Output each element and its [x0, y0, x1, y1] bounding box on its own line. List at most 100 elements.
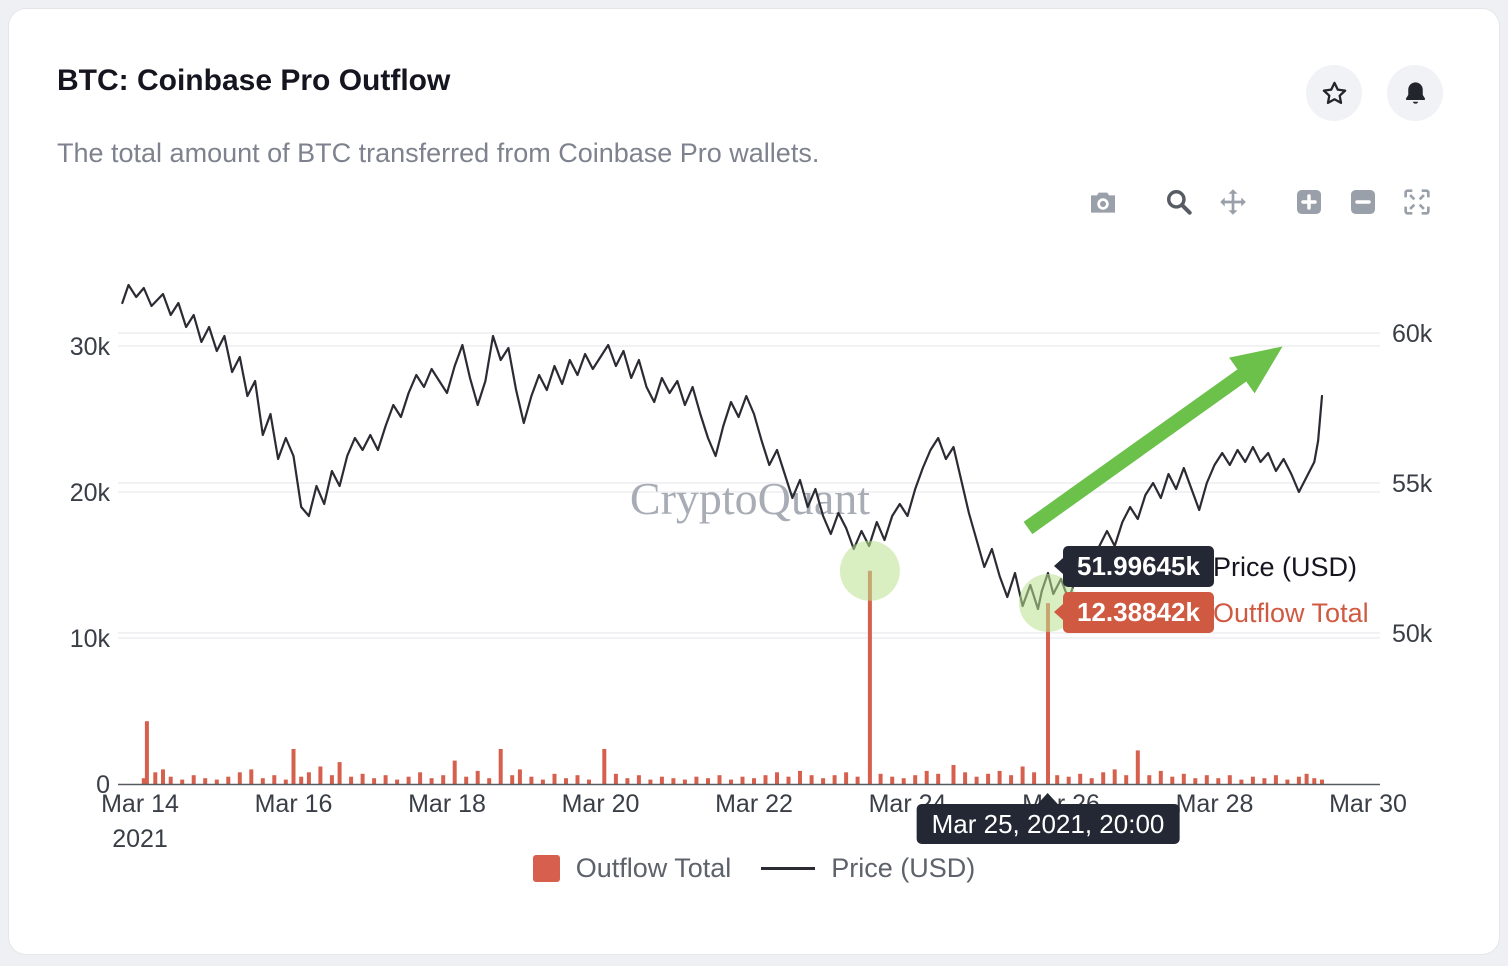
outflow-bar[interactable]: [752, 778, 756, 784]
outflow-bar[interactable]: [648, 779, 653, 784]
autoscale-button[interactable]: [1401, 186, 1433, 218]
outflow-bar[interactable]: [168, 776, 173, 784]
outflow-bar[interactable]: [360, 773, 365, 784]
outflow-bar[interactable]: [1101, 772, 1106, 784]
outflow-bar[interactable]: [867, 570, 872, 784]
alerts-button[interactable]: [1387, 65, 1443, 121]
outflow-bar[interactable]: [564, 778, 568, 784]
outflow-bar[interactable]: [706, 778, 710, 784]
outflow-bar[interactable]: [844, 772, 849, 784]
outflow-bar[interactable]: [395, 779, 400, 784]
outflow-bar[interactable]: [249, 769, 254, 784]
outflow-bar[interactable]: [487, 778, 492, 784]
outflow-bar[interactable]: [775, 772, 779, 784]
legend-item-price[interactable]: Price (USD): [761, 853, 975, 884]
outflow-bar[interactable]: [1020, 766, 1025, 785]
outflow-bar[interactable]: [1273, 775, 1278, 784]
outflow-bar[interactable]: [1066, 776, 1071, 784]
outflow-bar[interactable]: [383, 775, 388, 784]
outflow-bar[interactable]: [890, 776, 895, 784]
outflow-bar[interactable]: [1193, 778, 1198, 784]
outflow-bar[interactable]: [299, 776, 304, 784]
outflow-bar[interactable]: [329, 775, 334, 784]
outflow-bar[interactable]: [418, 772, 423, 784]
zoom-mode-button[interactable]: [1163, 186, 1195, 218]
outflow-bar[interactable]: [1320, 779, 1324, 784]
outflow-bar[interactable]: [798, 770, 802, 784]
outflow-bar[interactable]: [498, 749, 503, 784]
outflow-bar[interactable]: [1135, 750, 1140, 784]
outflow-bar[interactable]: [283, 779, 288, 784]
outflow-bar[interactable]: [832, 775, 837, 784]
outflow-bar[interactable]: [1170, 776, 1175, 784]
zoom-in-button[interactable]: [1293, 186, 1325, 218]
outflow-bar[interactable]: [306, 772, 311, 784]
outflow-bar[interactable]: [1009, 775, 1014, 784]
outflow-bar[interactable]: [153, 772, 158, 784]
outflow-bar[interactable]: [1032, 772, 1037, 784]
outflow-bar[interactable]: [1089, 778, 1094, 784]
outflow-bar[interactable]: [575, 775, 580, 784]
outflow-bar[interactable]: [986, 773, 991, 784]
outflow-bar[interactable]: [924, 770, 929, 784]
outflow-bar[interactable]: [625, 778, 630, 784]
outflow-bar[interactable]: [191, 775, 196, 784]
outflow-bar[interactable]: [671, 778, 676, 784]
outflow-bar[interactable]: [203, 778, 208, 784]
outflow-bar[interactable]: [337, 762, 342, 784]
outflow-bar[interactable]: [1296, 776, 1301, 784]
outflow-bar[interactable]: [963, 772, 968, 784]
outflow-bar[interactable]: [144, 721, 149, 784]
outflow-bar[interactable]: [429, 778, 434, 784]
price-line[interactable]: [121, 283, 1324, 611]
outflow-bar[interactable]: [260, 778, 265, 784]
outflow-bar[interactable]: [1250, 776, 1255, 784]
outflow-bar[interactable]: [180, 779, 185, 784]
outflow-bar[interactable]: [441, 775, 446, 784]
outflow-bar[interactable]: [552, 773, 557, 784]
outflow-bar[interactable]: [682, 779, 687, 784]
outflow-bar[interactable]: [602, 749, 607, 784]
outflow-bar[interactable]: [717, 775, 722, 784]
outflow-bar[interactable]: [855, 776, 860, 784]
outflow-bar[interactable]: [510, 775, 515, 784]
outflow-bar[interactable]: [1046, 603, 1050, 784]
outflow-bar[interactable]: [475, 770, 480, 784]
outflow-bar[interactable]: [1304, 773, 1309, 784]
outflow-bar[interactable]: [1262, 778, 1267, 784]
outflow-bar[interactable]: [452, 760, 457, 784]
outflow-bar[interactable]: [318, 766, 323, 785]
outflow-bar[interactable]: [1078, 773, 1083, 784]
outflow-bar[interactable]: [587, 779, 591, 784]
outflow-bar[interactable]: [406, 776, 411, 784]
outflow-bar[interactable]: [1124, 775, 1129, 784]
outflow-bar[interactable]: [694, 776, 699, 784]
outflow-bar[interactable]: [1147, 775, 1152, 784]
outflow-bar[interactable]: [1181, 773, 1186, 784]
outflow-bar[interactable]: [226, 776, 231, 784]
outflow-bar[interactable]: [214, 779, 219, 784]
outflow-bar[interactable]: [291, 749, 296, 784]
outflow-bar[interactable]: [1285, 779, 1290, 784]
outflow-bar[interactable]: [913, 775, 918, 784]
outflow-bar[interactable]: [659, 776, 664, 784]
outflow-bar[interactable]: [936, 773, 941, 784]
outflow-bar[interactable]: [809, 775, 814, 784]
outflow-bar[interactable]: [821, 778, 826, 784]
zoom-out-button[interactable]: [1347, 186, 1379, 218]
outflow-bar[interactable]: [1312, 778, 1317, 784]
outflow-bar[interactable]: [464, 776, 469, 784]
outflow-bar[interactable]: [372, 778, 377, 784]
outflow-bar[interactable]: [237, 772, 242, 784]
outflow-bar[interactable]: [1055, 775, 1060, 784]
outflow-bar[interactable]: [161, 769, 165, 784]
outflow-bar[interactable]: [786, 776, 791, 784]
outflow-bar[interactable]: [1227, 775, 1232, 784]
outflow-bar[interactable]: [901, 778, 906, 784]
outflow-bar[interactable]: [540, 779, 545, 784]
outflow-bar[interactable]: [272, 775, 277, 784]
outflow-bar[interactable]: [529, 776, 534, 784]
outflow-bar[interactable]: [1158, 770, 1163, 784]
outflow-bar[interactable]: [1216, 778, 1221, 784]
outflow-bar[interactable]: [141, 778, 146, 784]
